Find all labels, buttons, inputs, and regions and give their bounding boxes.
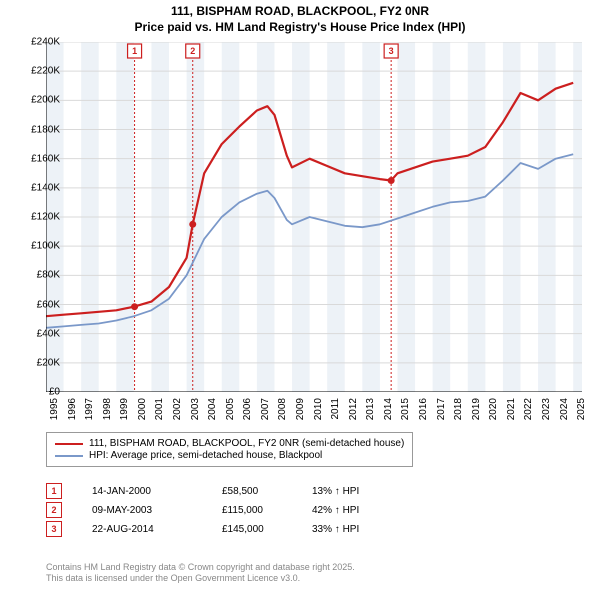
sale-row: 2 09-MAY-2003£115,00042% ↑ HPI — [46, 502, 392, 518]
x-tick-label: 2001 — [154, 398, 165, 428]
sales-table: 1 14-JAN-2000£58,50013% ↑ HPI 2 09-MAY-2003… — [46, 480, 392, 540]
x-tick-label: 2009 — [295, 398, 306, 428]
x-tick-label: 1997 — [84, 398, 95, 428]
x-tick-label: 2022 — [523, 398, 534, 428]
x-tick-label: 2011 — [330, 398, 341, 428]
sale-row: 1 14-JAN-2000£58,50013% ↑ HPI — [46, 483, 392, 499]
x-tick-label: 2017 — [436, 398, 447, 428]
x-tick-label: 2023 — [541, 398, 552, 428]
x-tick-label: 2018 — [453, 398, 464, 428]
x-tick-label: 2020 — [488, 398, 499, 428]
legend-label: HPI: Average price, semi-detached house,… — [89, 450, 322, 461]
sale-date: 09-MAY-2003 — [92, 505, 222, 516]
y-tick-label: £80K — [20, 270, 60, 281]
sale-marker: 3 — [46, 521, 62, 537]
title-line-2: Price paid vs. HM Land Registry's House … — [0, 20, 600, 36]
x-tick-label: 2002 — [172, 398, 183, 428]
legend-label: 111, BISPHAM ROAD, BLACKPOOL, FY2 0NR (s… — [89, 438, 404, 449]
credit-line-1: Contains HM Land Registry data © Crown c… — [46, 562, 355, 573]
y-tick-label: £220K — [20, 66, 60, 77]
title-line-1: 111, BISPHAM ROAD, BLACKPOOL, FY2 0NR — [0, 4, 600, 20]
y-tick-label: £160K — [20, 153, 60, 164]
y-tick-label: £180K — [20, 124, 60, 135]
sale-marker: 1 — [46, 483, 62, 499]
x-tick-label: 2024 — [559, 398, 570, 428]
sale-marker: 2 — [46, 502, 62, 518]
legend-item: HPI: Average price, semi-detached house,… — [55, 450, 404, 461]
sale-pct: 13% ↑ HPI — [312, 486, 392, 497]
y-tick-label: £60K — [20, 299, 60, 310]
sale-price: £145,000 — [222, 524, 312, 535]
x-tick-label: 2000 — [137, 398, 148, 428]
x-tick-label: 1996 — [67, 398, 78, 428]
legend-item: 111, BISPHAM ROAD, BLACKPOOL, FY2 0NR (s… — [55, 438, 404, 449]
credits: Contains HM Land Registry data © Crown c… — [46, 562, 355, 584]
chart-area: 1 2 3 — [46, 42, 582, 392]
sale-price: £115,000 — [222, 505, 312, 516]
y-tick-label: £0 — [20, 387, 60, 398]
y-tick-label: £140K — [20, 182, 60, 193]
x-tick-label: 2010 — [313, 398, 324, 428]
svg-text:2: 2 — [190, 46, 195, 56]
x-tick-label: 2012 — [348, 398, 359, 428]
x-tick-label: 2006 — [242, 398, 253, 428]
sale-row: 3 22-AUG-2014£145,00033% ↑ HPI — [46, 521, 392, 537]
x-tick-label: 2008 — [277, 398, 288, 428]
sale-date: 22-AUG-2014 — [92, 524, 222, 535]
title-block: 111, BISPHAM ROAD, BLACKPOOL, FY2 0NR Pr… — [0, 0, 600, 35]
x-tick-label: 1998 — [102, 398, 113, 428]
y-tick-label: £20K — [20, 357, 60, 368]
sale-pct: 42% ↑ HPI — [312, 505, 392, 516]
sale-price: £58,500 — [222, 486, 312, 497]
legend: 111, BISPHAM ROAD, BLACKPOOL, FY2 0NR (s… — [46, 432, 413, 467]
x-tick-label: 1995 — [49, 398, 60, 428]
x-tick-label: 2015 — [400, 398, 411, 428]
x-tick-label: 2025 — [576, 398, 587, 428]
x-tick-label: 2003 — [190, 398, 201, 428]
svg-text:1: 1 — [132, 46, 137, 56]
x-tick-label: 2019 — [471, 398, 482, 428]
y-tick-label: £240K — [20, 37, 60, 48]
x-tick-label: 2013 — [365, 398, 376, 428]
sale-pct: 33% ↑ HPI — [312, 524, 392, 535]
x-tick-label: 1999 — [119, 398, 130, 428]
y-tick-label: £40K — [20, 328, 60, 339]
chart-container: 111, BISPHAM ROAD, BLACKPOOL, FY2 0NR Pr… — [0, 0, 600, 590]
x-tick-label: 2004 — [207, 398, 218, 428]
y-tick-label: £200K — [20, 95, 60, 106]
legend-swatch — [55, 455, 83, 457]
x-tick-label: 2014 — [383, 398, 394, 428]
y-tick-label: £100K — [20, 241, 60, 252]
sale-date: 14-JAN-2000 — [92, 486, 222, 497]
x-tick-label: 2007 — [260, 398, 271, 428]
y-tick-label: £120K — [20, 212, 60, 223]
line-chart: 1 2 3 — [46, 42, 582, 392]
svg-text:3: 3 — [389, 46, 394, 56]
x-tick-label: 2021 — [506, 398, 517, 428]
credit-line-2: This data is licensed under the Open Gov… — [46, 573, 355, 584]
x-tick-label: 2005 — [225, 398, 236, 428]
legend-swatch — [55, 443, 83, 445]
x-tick-label: 2016 — [418, 398, 429, 428]
